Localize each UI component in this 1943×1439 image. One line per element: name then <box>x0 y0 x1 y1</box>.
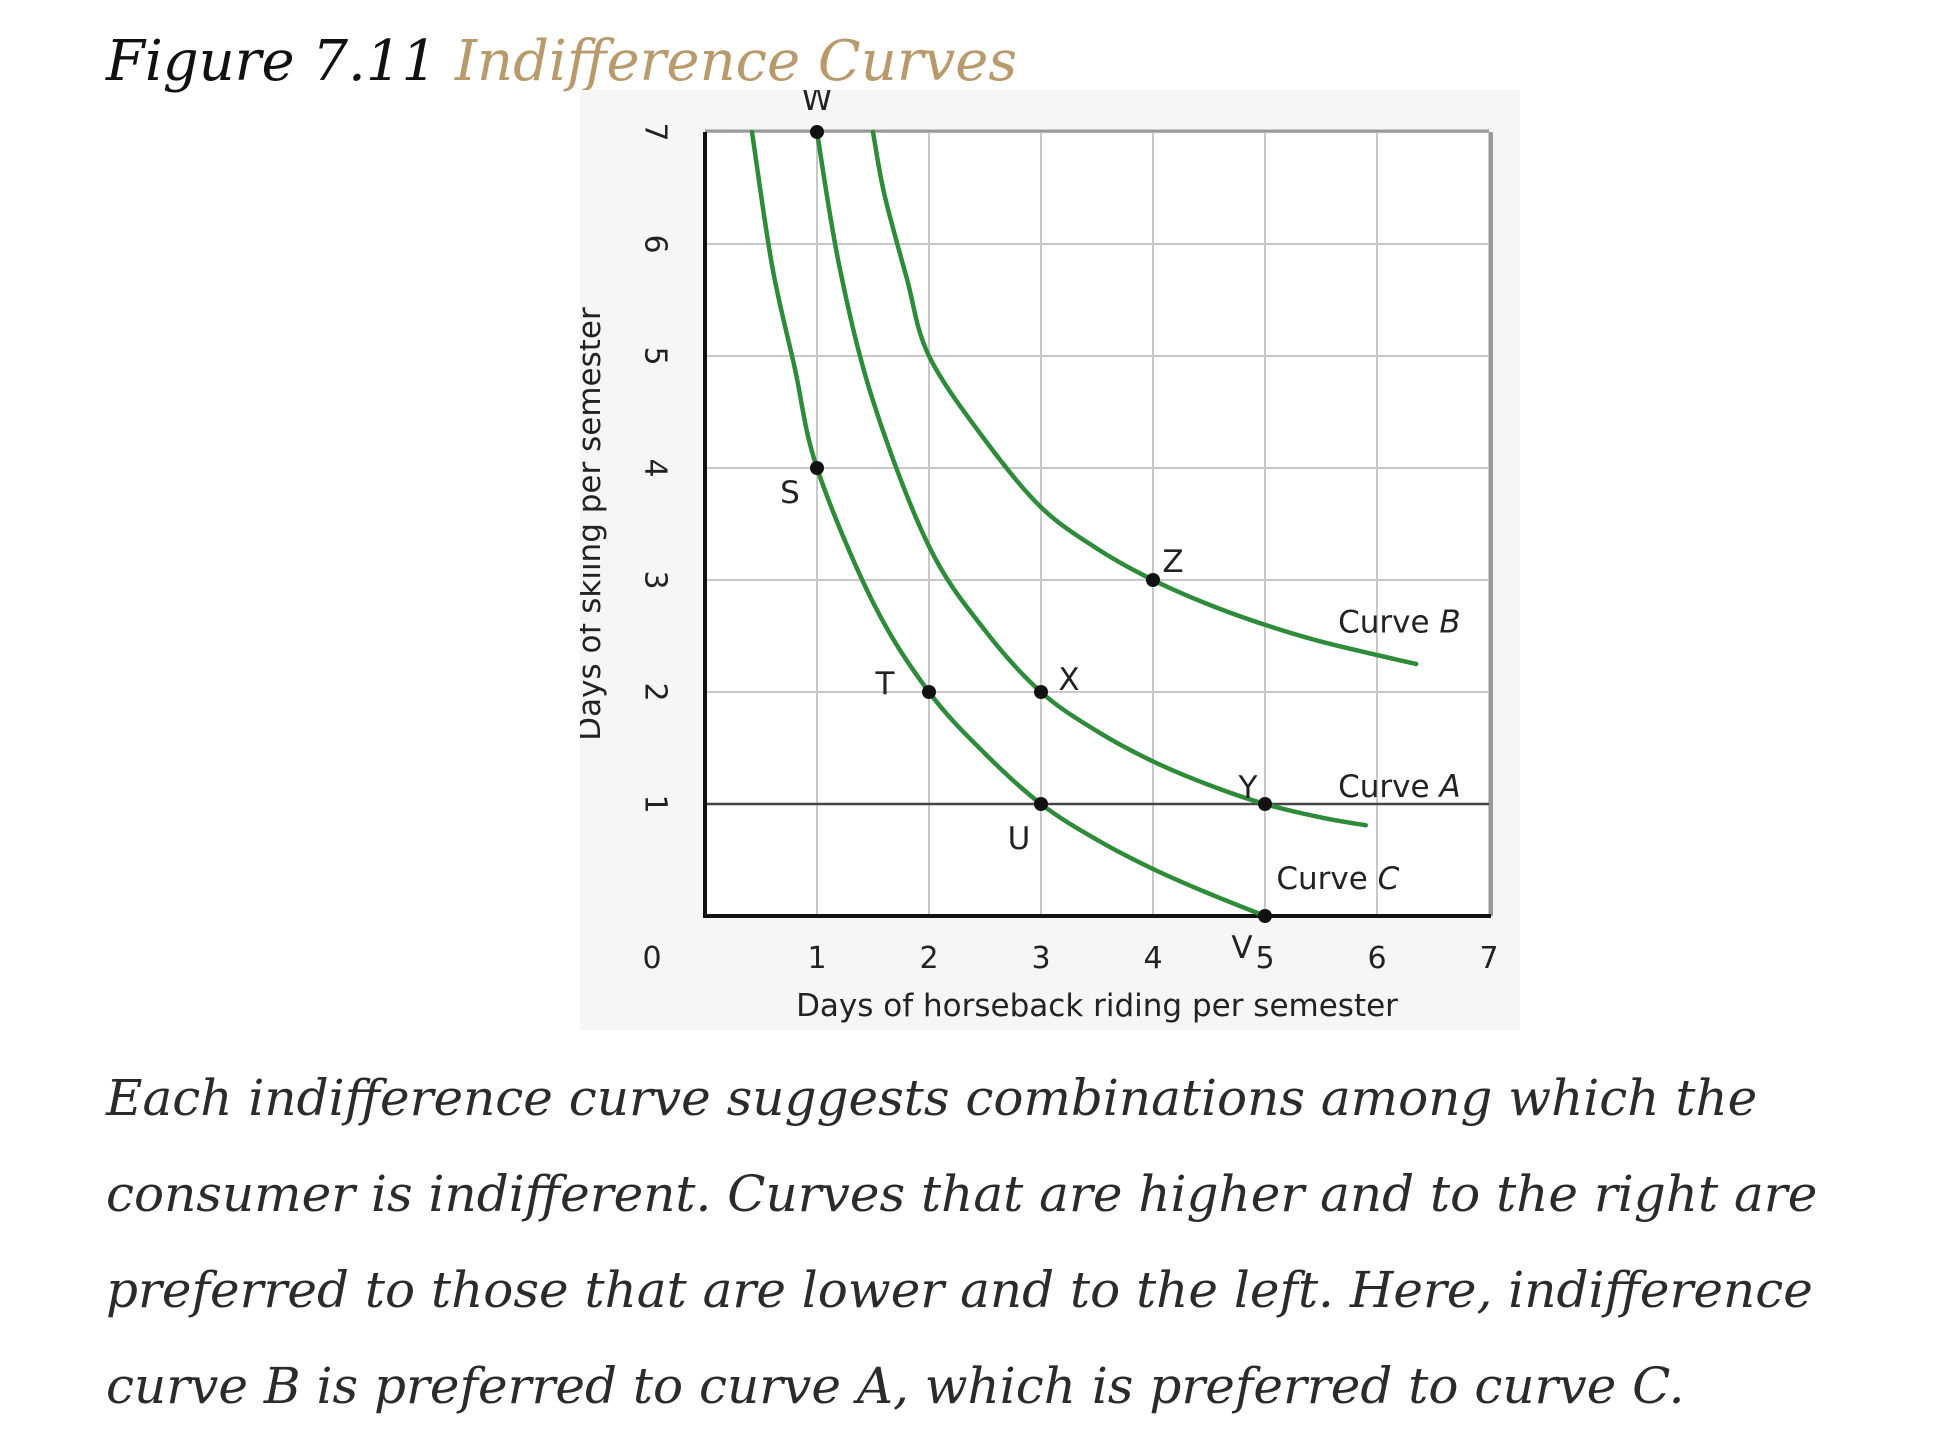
x-tick-label: 1 <box>807 941 826 976</box>
figure-number: Figure 7.11 <box>106 29 438 94</box>
y-tick-label: 5 <box>638 346 673 365</box>
figure-name: Indifference Curves <box>454 29 1018 94</box>
y-tick-label: 4 <box>638 458 673 477</box>
y-tick-label: 2 <box>638 682 673 701</box>
curve-label-b: Curve B <box>1338 605 1461 641</box>
figure-title: Figure 7.11 Indifference Curves <box>106 22 1017 102</box>
y-tick-label: 6 <box>638 234 673 253</box>
point-v <box>1258 909 1272 923</box>
y-tick-label: 3 <box>638 570 673 589</box>
curve-label-letter: C <box>1378 861 1400 897</box>
point-label-t: T <box>875 666 896 702</box>
x-tick-label: 0 <box>642 941 661 976</box>
curve-label-letter: B <box>1439 605 1460 641</box>
point-w <box>810 125 824 139</box>
x-tick-label: 6 <box>1367 941 1386 976</box>
figure-caption: Each indifference curve suggests combina… <box>106 1069 1818 1415</box>
x-tick-label: 7 <box>1479 941 1498 976</box>
indifference-chart: 0 1 2 3 4 5 6 7 1 2 3 4 5 6 7 Days of horseback riding … <box>580 90 1520 1030</box>
grid <box>705 131 1490 916</box>
point-x <box>1034 685 1048 699</box>
point-label-x: X <box>1058 662 1079 698</box>
curve-label-prefix: Curve <box>1276 861 1377 897</box>
x-tick-label: 3 <box>1031 941 1050 976</box>
point-label-z: Z <box>1162 544 1183 580</box>
curve-label-prefix: Curve <box>1338 769 1439 805</box>
curve-label-c: Curve C <box>1276 861 1399 897</box>
point-z <box>1146 573 1160 587</box>
chart-svg: 0 1 2 3 4 5 6 7 1 2 3 4 5 6 7 Days of horseback riding … <box>580 90 1520 1030</box>
y-tick-label: 1 <box>638 794 673 813</box>
x-tick-label: 5 <box>1255 941 1274 976</box>
x-axis-label: Days of horseback riding per semester <box>796 988 1398 1024</box>
y-tick-label: 7 <box>638 122 673 141</box>
point-label-v: V <box>1231 930 1252 966</box>
data-points <box>810 125 1272 923</box>
point-y <box>1258 797 1272 811</box>
point-u <box>1034 797 1048 811</box>
curve-b-line <box>870 129 1419 667</box>
curve-label-letter: A <box>1437 769 1460 805</box>
y-axis-label: Days of skiing per semester <box>580 307 608 741</box>
curve-c-line <box>749 129 1268 919</box>
curve-label-prefix: Curve <box>1338 605 1439 641</box>
point-s <box>810 461 824 475</box>
axes: 0 1 2 3 4 5 6 7 1 2 3 4 5 6 7 Days of horseback riding … <box>580 122 1499 1024</box>
point-label-w: W <box>802 90 833 118</box>
x-tick-label: 2 <box>919 941 938 976</box>
point-t <box>922 685 936 699</box>
point-label-y: Y <box>1238 770 1258 806</box>
point-label-s: S <box>780 475 800 511</box>
point-label-u: U <box>1008 821 1031 857</box>
x-tick-label: 4 <box>1143 941 1162 976</box>
curve-label-a: Curve A <box>1338 769 1461 805</box>
